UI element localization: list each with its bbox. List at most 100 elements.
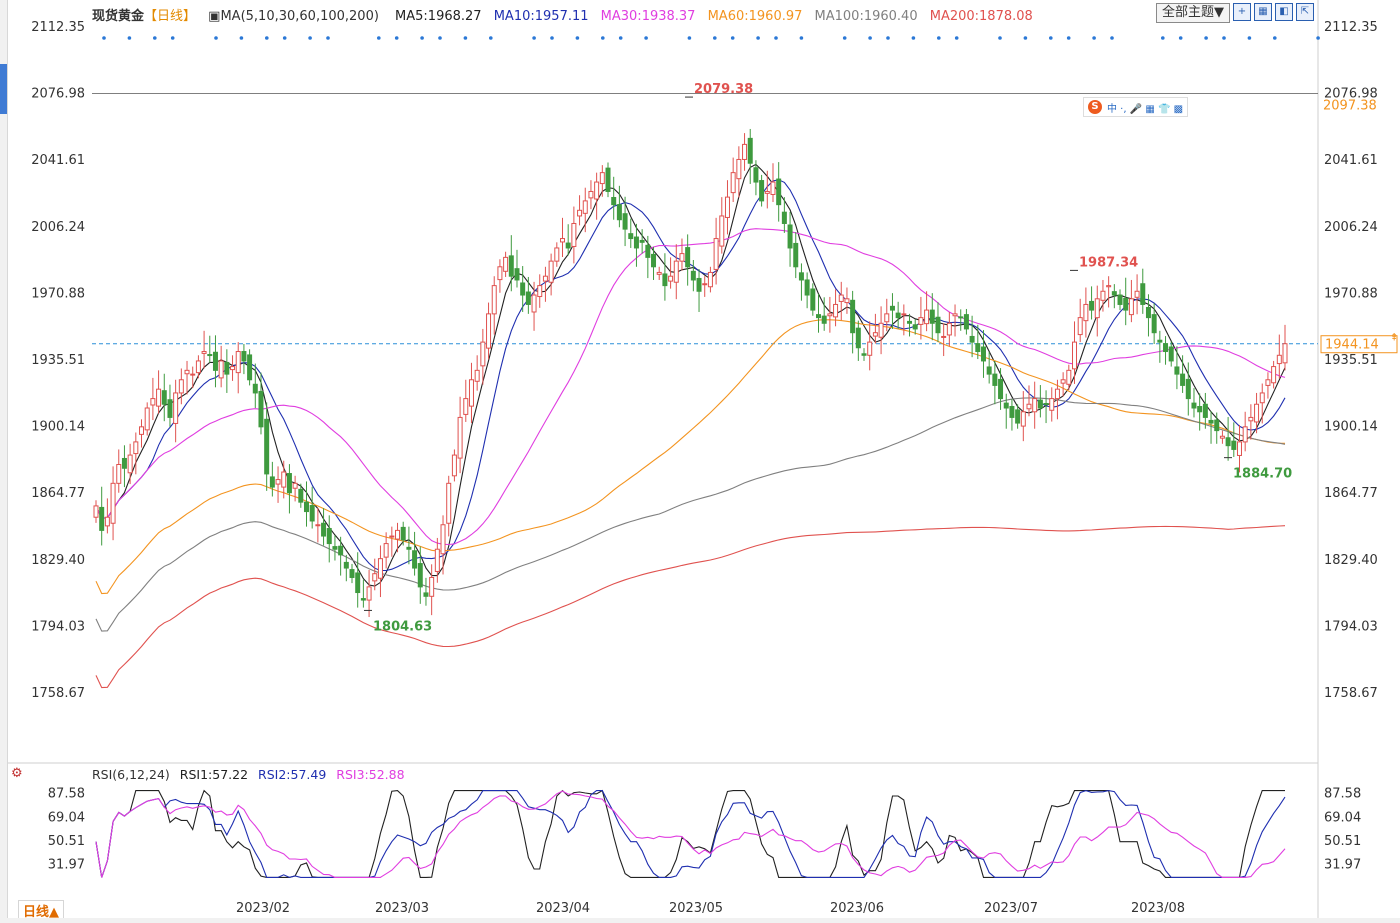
candle-body	[651, 253, 657, 268]
x-tick-label: 2023/05	[669, 901, 723, 916]
ma200-line	[95, 525, 1286, 689]
low-annotation: 1884.70	[1233, 467, 1292, 482]
signal-marker-dot	[618, 36, 623, 40]
candle-body	[1089, 300, 1095, 311]
bottom-status-band	[0, 918, 1400, 923]
candle-body	[110, 482, 116, 524]
candle-body	[321, 522, 327, 537]
candle-body	[861, 353, 867, 356]
main-candles	[93, 128, 1288, 618]
candle-body	[1094, 298, 1100, 319]
candle-body	[1191, 402, 1197, 409]
candle-body	[639, 239, 645, 243]
candle-body	[349, 569, 355, 578]
candle-body	[554, 247, 560, 262]
candle-body	[1049, 398, 1055, 411]
candle-body	[451, 454, 457, 477]
candle-body	[99, 506, 105, 531]
candle-body	[736, 158, 742, 180]
candle-body	[184, 369, 190, 375]
candle-body	[446, 482, 452, 524]
candle-body	[1259, 392, 1265, 404]
plus-box-icon[interactable]: +	[1233, 3, 1251, 21]
candle-body	[1214, 419, 1220, 432]
rsi-tick-right: 69.04	[1324, 810, 1361, 825]
candle-body	[1219, 435, 1225, 439]
candle-body	[116, 463, 122, 484]
ma100-line	[95, 397, 1286, 632]
candle-body	[719, 215, 725, 247]
candle-body	[167, 399, 173, 418]
candle-body	[218, 360, 224, 379]
candle-body	[742, 143, 748, 160]
grid-icon[interactable]: ▦	[1254, 3, 1272, 21]
candle-body	[1026, 403, 1032, 410]
expand-icon[interactable]: ⇱	[1296, 3, 1314, 21]
candle-body	[1145, 306, 1151, 319]
theme-dropdown-button[interactable]: 全部主题▼	[1156, 3, 1230, 23]
signal-marker-dot	[998, 36, 1002, 40]
candle-body	[315, 524, 321, 527]
main-axis-labels: 2112.35 2112.35 2076.98 2076.98 2041.61 2041.…	[31, 20, 1398, 916]
candle-body	[1276, 354, 1282, 365]
signal-marker-dot	[601, 36, 605, 40]
ime-toolbar[interactable]: S 中 ·, 🎤 ▦ 👕 ▩	[1083, 97, 1189, 117]
candle-body	[747, 137, 753, 164]
candle-body	[389, 535, 395, 538]
indicator-settings-icon[interactable]: ⚙	[11, 766, 23, 781]
candle-body	[127, 454, 133, 474]
candle-body	[571, 222, 577, 247]
x-tick-label: 2023/02	[236, 901, 290, 916]
candle-body	[241, 351, 247, 362]
candle-body	[400, 526, 406, 541]
candle-body	[1163, 343, 1169, 353]
candle-body	[1106, 285, 1112, 288]
ma5-value: MA5:1968.27	[395, 9, 482, 24]
candle-body	[975, 343, 981, 353]
candle-body	[565, 242, 571, 249]
candle-body	[952, 313, 958, 317]
candle-body	[252, 383, 258, 394]
candle-body	[986, 366, 992, 375]
period-tab-daily[interactable]: 日线▲	[18, 900, 64, 922]
candle-body	[582, 200, 588, 214]
candle-body	[611, 196, 617, 206]
candle-body	[998, 378, 1004, 400]
candle-body	[895, 312, 901, 319]
signal-marker-dot	[377, 36, 381, 40]
ma30-value: MA30:1938.37	[600, 9, 696, 24]
candle-body	[594, 181, 600, 200]
candle-body	[1248, 416, 1254, 422]
candle-body	[1054, 388, 1060, 400]
x-tick-label: 2023/03	[375, 901, 429, 916]
signal-marker-dot	[239, 36, 244, 40]
y-tick-label-left: 1829.40	[31, 553, 85, 568]
candle-body	[855, 327, 861, 349]
candle-body	[377, 558, 383, 579]
y-tick-label-left: 1900.14	[31, 420, 85, 435]
candle-body	[1202, 403, 1208, 418]
layout-icon[interactable]: ◧	[1275, 3, 1293, 21]
candle-body	[713, 238, 719, 270]
rsi3-line	[95, 790, 1286, 878]
candle-body	[656, 271, 662, 275]
candle-body	[673, 260, 679, 283]
candle-body	[497, 266, 503, 281]
y-tick-label-left: 1935.51	[31, 353, 85, 368]
candle-body	[707, 271, 713, 288]
left-toolbar-active-tab[interactable]	[0, 64, 7, 114]
candle-body	[850, 299, 856, 334]
rsi-tick-right: 31.97	[1324, 858, 1361, 873]
y-tick-label-right: 2006.24	[1324, 220, 1378, 235]
candle-body	[628, 233, 634, 240]
candle-body	[508, 255, 514, 277]
candle-body	[1180, 373, 1186, 386]
candle-body	[1072, 341, 1078, 370]
candle-body	[230, 366, 236, 371]
ma100-value: MA100:1960.40	[814, 9, 918, 24]
ma-params: ▣MA(5,10,30,60,100,200)	[208, 9, 379, 24]
signal-marker-dot	[1161, 36, 1165, 40]
candle-body	[793, 242, 799, 268]
candle-body	[816, 314, 822, 319]
